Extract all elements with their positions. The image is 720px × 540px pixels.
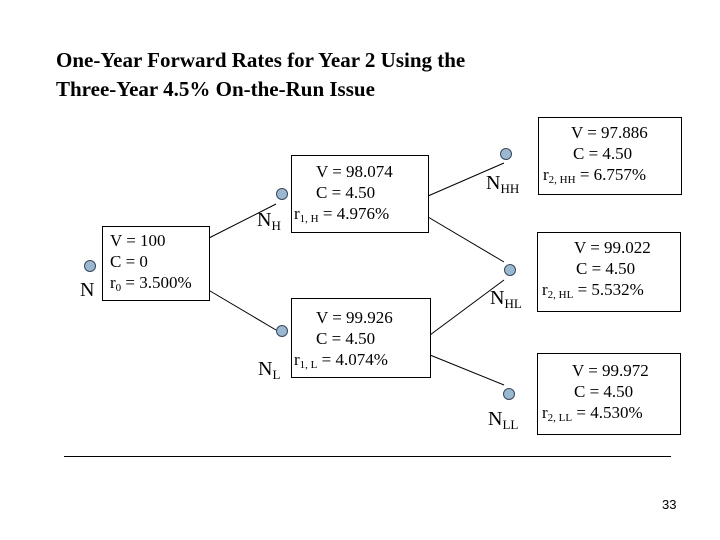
node-nl-rate: r1, L = 4.074% [294, 350, 388, 371]
node-nhl-dot [504, 264, 516, 276]
node-nhl-label: NHL [490, 287, 522, 315]
node-nl-dot [276, 325, 288, 337]
node-nhl-rate: r2, HL = 5.532% [542, 280, 644, 301]
node-nhl-sub: HL [504, 296, 522, 311]
node-nhl-coupon: C = 4.50 [576, 259, 636, 278]
node-nh-sub: H [271, 218, 281, 233]
node-nhh-value-box: V = 97.886 C = 4.50 r2, HH = 6.757% [538, 117, 682, 195]
node-nll-sub: LL [502, 417, 519, 432]
node-nh-dot [276, 188, 288, 200]
node-nll-dot [503, 388, 515, 400]
node-n-value-box: V = 100 C = 0 r0 = 3.500% [102, 226, 210, 301]
node-nh-value-box: V = 98.074 C = 4.50 r1, H = 4.976% [291, 155, 429, 233]
node-nhl-main: N [490, 287, 505, 309]
node-n-main: N [80, 279, 95, 301]
slide-title-line-2: Three-Year 4.5% On-the-Run Issue [56, 77, 375, 101]
node-nhh-main: N [486, 172, 501, 194]
edge-nl-nhl [429, 279, 505, 336]
node-nhh-rate: r2, HH = 6.757% [543, 165, 647, 186]
edge-nh-nhh [427, 162, 505, 197]
node-nl-label: NL [258, 358, 280, 386]
node-nhh-sub: HH [500, 181, 520, 196]
node-nhh-coupon: C = 4.50 [573, 144, 633, 163]
node-nhh-dot [500, 148, 512, 160]
node-nhl-value-box: V = 99.022 C = 4.50 r2, HL = 5.532% [537, 232, 681, 312]
node-n-rate: r0 = 3.500% [110, 273, 192, 294]
node-nhh-value: V = 97.886 [571, 123, 648, 142]
node-nl-main: N [258, 358, 273, 380]
node-nll-coupon: C = 4.50 [574, 382, 634, 401]
node-nll-value-box: V = 99.972 C = 4.50 r2, LL = 4.530% [537, 353, 681, 435]
edge-nl-nll [429, 354, 505, 386]
edge-n-nl [204, 287, 277, 331]
node-nl-value: V = 99.926 [316, 308, 393, 327]
node-n-coupon: C = 0 [110, 252, 148, 271]
node-nll-rate: r2, LL = 4.530% [542, 403, 643, 424]
edge-n-nh [204, 203, 277, 241]
node-nll-main: N [488, 408, 503, 430]
node-nh-main: N [257, 209, 272, 231]
node-n-value: V = 100 [110, 231, 166, 250]
node-nhl-value: V = 99.022 [574, 238, 651, 257]
node-nll-value: V = 99.972 [572, 361, 649, 380]
node-nh-rate: r1, H = 4.976% [294, 204, 390, 225]
node-nl-value-box: V = 99.926 C = 4.50 r1, L = 4.074% [291, 298, 431, 378]
node-nh-value: V = 98.074 [316, 162, 393, 181]
node-nl-coupon: C = 4.50 [316, 329, 376, 348]
node-n-dot [84, 260, 96, 272]
slide-title-line-1: One-Year Forward Rates for Year 2 Using … [56, 48, 466, 72]
node-nll-label: NLL [488, 408, 518, 436]
node-nh-coupon: C = 4.50 [316, 183, 376, 202]
page-number: 33 [662, 497, 677, 512]
node-nh-label: NH [257, 209, 281, 237]
node-nl-sub: L [272, 367, 281, 382]
footer-divider [64, 456, 671, 457]
edge-nh-nhl [427, 216, 505, 263]
node-n-label: N [80, 279, 94, 301]
node-nhh-label: NHH [486, 172, 519, 200]
slide-title: One-Year Forward Rates for Year 2 Using … [56, 46, 616, 104]
